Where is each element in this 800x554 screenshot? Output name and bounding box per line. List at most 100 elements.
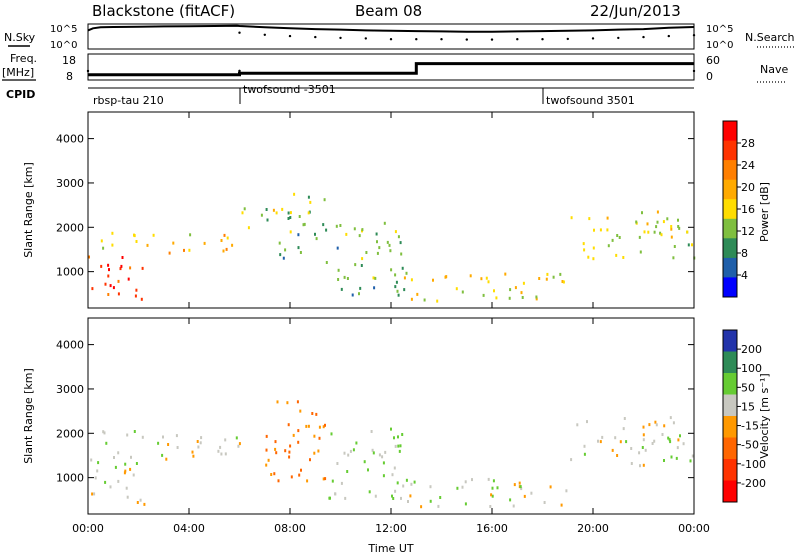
range-time-cell — [508, 296, 511, 300]
range-time-cell — [642, 433, 645, 437]
colorbar-swatch — [723, 257, 737, 278]
range-time-cell — [597, 439, 599, 443]
range-time-cell — [290, 475, 293, 479]
noise-search-point — [415, 38, 418, 41]
cpid-row: CPID rbsp-tau 210 twofsound -3501 twofso… — [6, 83, 694, 107]
range-time-cell — [686, 230, 689, 234]
range-time-cell — [343, 451, 346, 455]
nave-point — [86, 69, 90, 73]
range-time-cell — [625, 440, 628, 444]
range-time-cell — [390, 268, 393, 272]
range-time-cell — [129, 266, 132, 270]
range-time-cell — [265, 448, 268, 452]
colorbar-swatch — [723, 238, 737, 259]
cpid-segment-2: twofsound -3501 — [243, 83, 336, 96]
colorbar-tick-label: 4 — [741, 269, 748, 282]
noise-right-tick-top: 10^5 — [706, 24, 733, 35]
range-time-cell — [480, 277, 483, 281]
noise-left-tick-bottom: 10^0 — [50, 40, 77, 51]
range-time-cell — [405, 478, 408, 482]
range-time-cell — [297, 429, 300, 433]
range-time-cell — [90, 458, 93, 462]
freq-right-tick-bottom: 0 — [706, 70, 713, 83]
range-time-cell — [388, 243, 391, 247]
noise-sky-label: N.Sky — [4, 31, 36, 44]
y-tick-label: 3000 — [56, 383, 84, 396]
range-time-cell — [530, 491, 533, 495]
range-time-cell — [373, 286, 376, 290]
range-time-cell — [349, 449, 352, 453]
range-time-cell — [102, 246, 105, 250]
range-time-cell — [358, 292, 360, 296]
colorbar-swatch — [723, 121, 737, 142]
range-time-cell — [275, 211, 278, 215]
range-time-cell — [522, 281, 525, 285]
range-time-cell — [399, 444, 402, 448]
range-time-cell — [287, 423, 290, 427]
range-time-cell — [237, 444, 240, 448]
range-time-cell — [642, 438, 645, 442]
range-time-cell — [436, 299, 439, 303]
velocity-colorbar: 200 100 50 15 -15 -50 -100 -200 — [722, 329, 766, 503]
freq-right-tick-top: 60 — [706, 54, 720, 67]
range-time-cell — [157, 441, 160, 445]
range-time-cell — [337, 278, 340, 281]
range-time-cell — [133, 234, 136, 238]
noise-search-point — [566, 37, 569, 41]
range-time-cell — [303, 222, 306, 226]
noise-search-point — [288, 34, 292, 38]
range-time-cell — [677, 225, 680, 228]
x-tick-label: 00:00 — [72, 522, 104, 535]
range-time-cell — [409, 494, 412, 498]
range-time-cell — [606, 216, 609, 220]
range-time-cell — [491, 486, 494, 490]
colorbar-swatch — [723, 277, 737, 298]
range-time-cell — [241, 211, 244, 215]
range-time-cell — [518, 481, 521, 485]
nave-label: Nave — [760, 63, 788, 76]
noise-search-point — [440, 38, 443, 41]
noise-search-point — [263, 33, 266, 36]
colorbar-swatch — [723, 437, 737, 460]
freq-label-line1: Freq. — [10, 52, 37, 65]
range-time-cell — [675, 456, 678, 460]
colorbar-tick-label: -15 — [741, 420, 759, 433]
range-time-cell — [287, 211, 290, 215]
range-time-cell — [331, 479, 334, 483]
range-time-cell — [646, 222, 649, 226]
range-time-cell — [420, 505, 423, 509]
range-time-cell — [203, 241, 206, 245]
range-time-cell — [582, 242, 585, 246]
range-time-cell — [397, 293, 400, 297]
colorbar-swatch — [723, 373, 737, 395]
range-time-cell — [429, 485, 432, 489]
range-time-cell — [130, 455, 132, 459]
range-time-cell — [403, 288, 406, 292]
range-time-cell — [396, 289, 399, 293]
colorbar-swatch — [723, 140, 737, 161]
colorbar-swatch — [723, 160, 737, 181]
range-time-cell — [630, 462, 633, 465]
range-time-cell — [538, 277, 541, 280]
y-tick-label: 2000 — [56, 221, 84, 234]
range-time-cell — [586, 420, 588, 424]
range-time-cell — [561, 280, 564, 283]
range-time-cell — [317, 449, 320, 453]
range-time-cell — [265, 434, 268, 438]
noise-left-tick-top: 10^5 — [50, 24, 77, 35]
range-time-cell — [576, 423, 579, 427]
range-time-cell — [509, 498, 512, 502]
range-time-cell — [123, 471, 126, 475]
range-time-cell — [135, 240, 138, 243]
nave-point — [238, 69, 241, 73]
range-time-cell — [588, 217, 591, 221]
range-time-cell — [217, 449, 220, 453]
range-time-cell — [273, 472, 276, 476]
range-time-cell — [616, 234, 619, 237]
power-y-axis: 1000 2000 3000 4000 — [56, 133, 694, 279]
range-time-cell — [322, 223, 325, 227]
range-time-cell — [611, 238, 614, 242]
range-time-cell — [382, 461, 385, 465]
power-panel: 1000 2000 3000 4000 Slant Range [km] — [22, 111, 696, 309]
range-time-cell — [491, 494, 494, 498]
